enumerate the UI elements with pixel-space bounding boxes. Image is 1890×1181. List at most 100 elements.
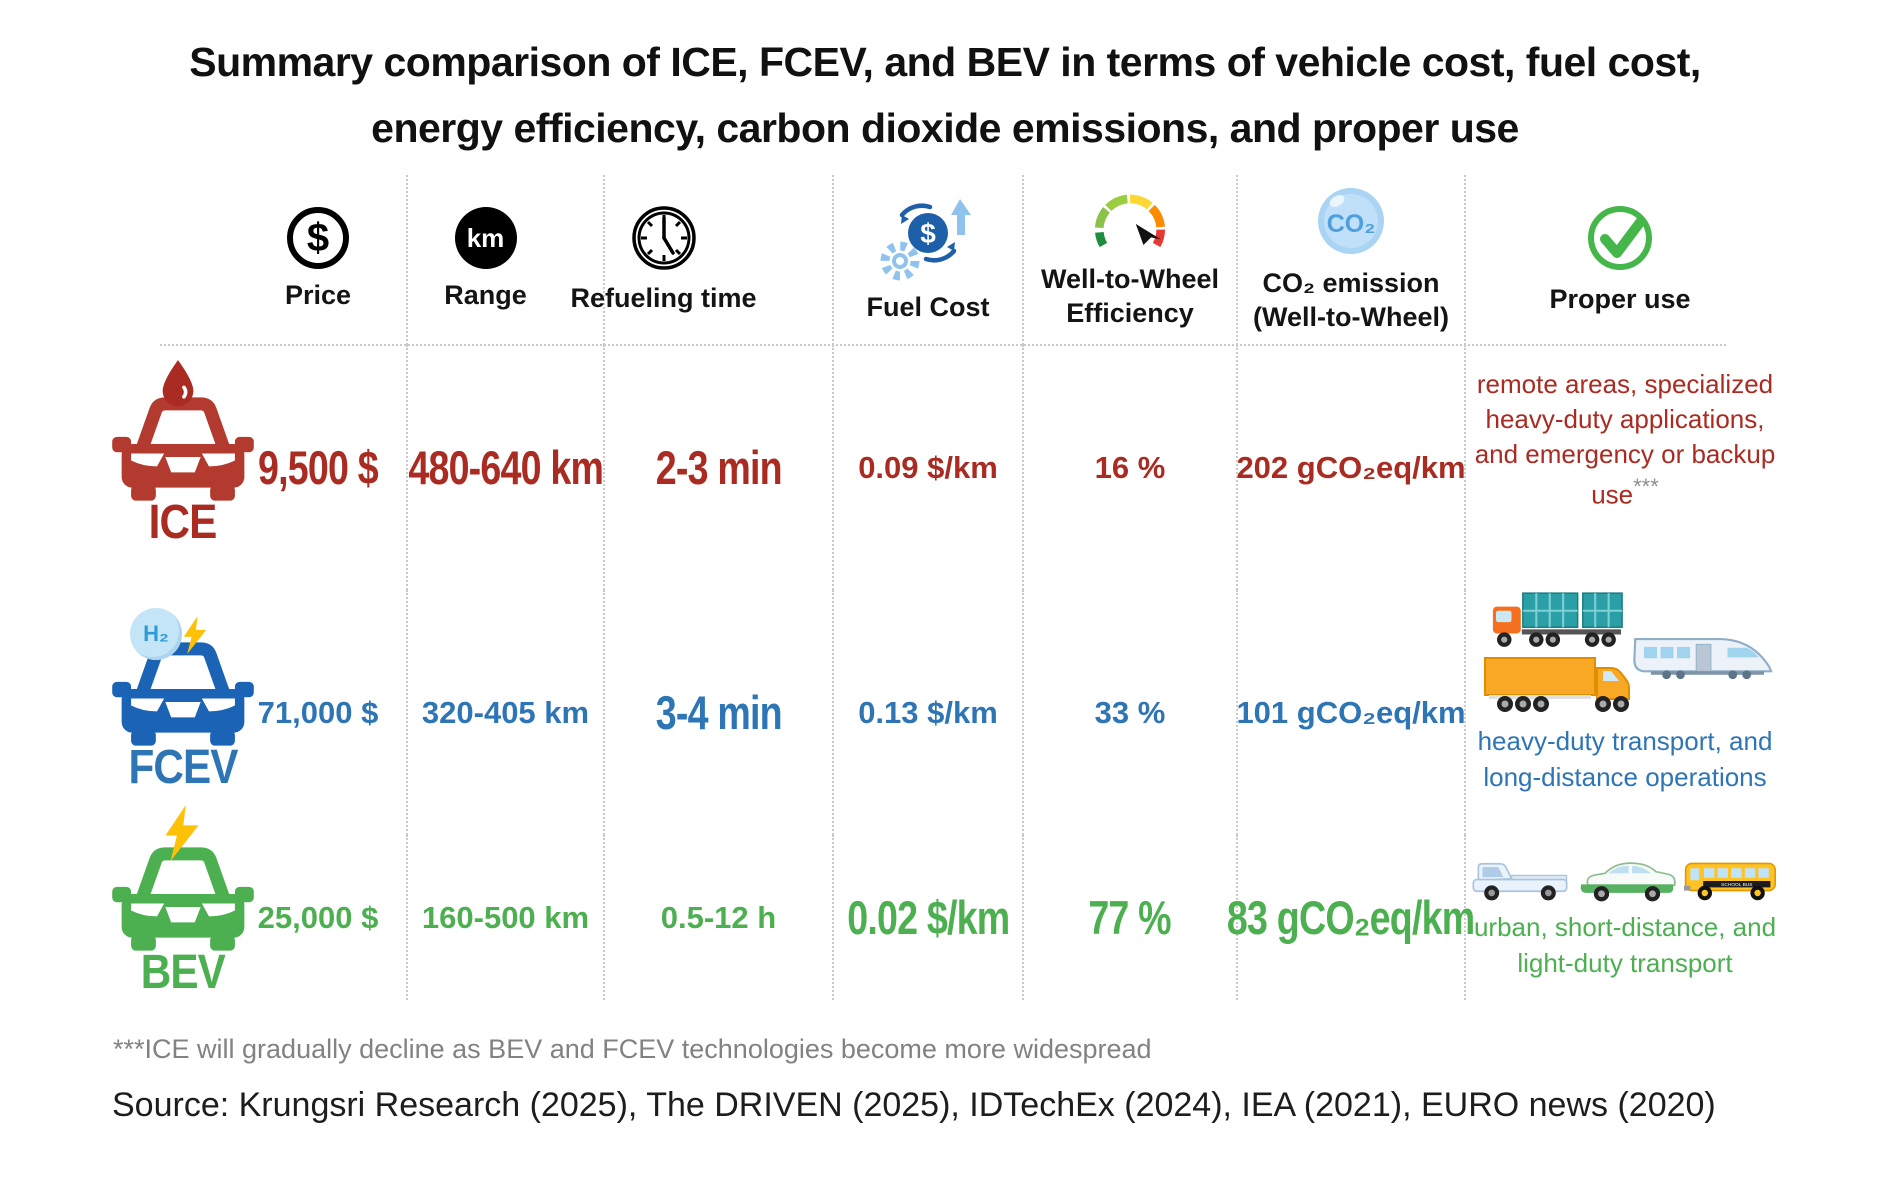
semi-trailer-truck-icon [1484,657,1630,713]
ice-row-vehicle: ICE [0,345,230,590]
bev-label: BEV [140,946,226,999]
bev-fuel-cost: 0.02 $/km [832,835,1022,1000]
comparison-table: $ Price km Range [0,175,1890,1000]
fcev-price: 71,000 $ [230,590,406,835]
bev-range: 160-500 km [406,835,603,1000]
ice-decline-footnote: ***ICE will gradually decline as BEV and… [113,1034,1152,1064]
km-circle-icon: km [454,207,517,270]
efficiency-label-line2: Efficiency [1066,298,1194,328]
fuel-dollar-symbol: $ [920,218,936,249]
proper-use-label: Proper use [1549,284,1691,315]
school-bus-sign-text: SCHOOL BUS [1721,883,1752,889]
column-header-fuel-cost: $ Fuel Cost [832,175,1022,345]
title-line-2: energy efficiency, carbon dioxide emissi… [371,104,1519,151]
ice-fuel-cost: 0.09 $/km [832,345,1022,590]
fcev-co2: 101 gCO₂eq/km [1236,590,1466,835]
bev-co2: 83 gCO₂eq/km [1227,835,1476,1000]
fuel-cost-label: Fuel Cost [866,292,990,323]
fcev-efficiency: 33 % [1022,590,1236,835]
bev-lightning-icon [165,805,199,861]
ice-price: 9,500 $ [230,345,406,590]
source-citation: Source: Krungsri Research (2025), The DR… [112,1086,1716,1124]
bev-co2-value: 83 gCO₂eq/km [1227,891,1475,944]
proper-use-header-inner: Proper use [1549,203,1691,317]
clock-icon [631,206,696,270]
ice-range-value: 480-640 km [408,441,604,494]
bev-row-vehicle: BEV [0,805,230,1000]
ice-efficiency-value: 16 % [1094,449,1166,485]
bev-efficiency: 77 % [1022,835,1236,1000]
gauge-icon [1094,194,1166,248]
fcev-lightning-icon [183,616,207,654]
bev-price: 25,000 $ [230,835,406,1000]
fcev-fuel-cost-value: 0.13 $/km [858,694,998,730]
fcev-co2-value: 101 gCO₂eq/km [1236,694,1466,730]
ice-co2: 202 gCO₂eq/km [1236,345,1466,590]
ice-range: 480-640 km [406,345,604,590]
title-line-1: Summary comparison of ICE, FCEV, and BEV… [189,39,1701,85]
school-bus-icon: SCHOOL BUS [1684,863,1776,901]
ice-co2-value: 202 gCO₂eq/km [1236,449,1466,485]
bev-fuel-cost-value: 0.02 $/km [846,891,1010,944]
co2-bubble-text: CO₂ [1327,210,1376,238]
bev-vehicle-images: SCHOOL BUS [1470,854,1780,904]
page-title: Summary comparison of ICE, FCEV, and BEV… [0,30,1890,161]
fcev-fuel-cost: 0.13 $/km [832,590,1022,835]
ice-proper-use: remote areas, specialized heavy-duty app… [1464,345,1890,590]
hydrogen-bubble-icon: H₂ [130,608,182,660]
dollar-symbol: $ [306,215,330,260]
hatchback-car-icon [1580,862,1676,902]
container-truck-icon [1492,592,1623,648]
fcev-vehicle-images [1472,588,1778,716]
co2-label-line2: (Well-to-Wheel) [1253,302,1449,332]
pickup-truck-icon [1472,863,1568,901]
column-header-proper-use: Proper use [1464,175,1890,345]
bev-price-value: 25,000 $ [257,899,379,935]
co2-label: CO₂ emission (Well-to-Wheel) [1253,267,1449,335]
bev-proper-use: SCHOOL BUS urban, short-distance, and li… [1464,835,1890,1000]
co2-bubble-icon: CO₂ [1318,188,1384,255]
ice-efficiency: 16 % [1022,345,1236,590]
fcev-refueling-value: 3-4 min [655,686,782,739]
fuel-cost-icon: $ [880,199,971,281]
range-label: Range [444,280,527,311]
column-header-range: km Range [406,175,603,345]
co2-label-line1: CO₂ emission [1262,268,1440,299]
ice-label: ICE [149,496,218,549]
ice-price-value: 9,500 $ [258,441,379,494]
fcev-label: FCEV [128,741,238,794]
ice-fuel-cost-value: 0.09 $/km [858,449,998,485]
bev-proper-use-text: urban, short-distance, and light-duty tr… [1473,912,1777,978]
range-header-inner: km Range [444,207,527,313]
fcev-row-vehicle: H₂ FCEV [0,590,230,835]
fcev-range: 320-405 km [406,590,603,835]
bev-efficiency-value: 77 % [1088,891,1172,944]
corner-cell [0,175,230,345]
dollar-circle-icon: $ [287,207,349,270]
oil-drop-icon [162,360,194,407]
ice-refueling: 2-3 min [603,345,832,590]
h2-text: H₂ [143,621,169,646]
fcev-range-value: 320-405 km [421,694,590,730]
ice-refueling-value: 2-3 min [655,441,782,494]
ice-proper-use-text: remote areas, specialized heavy-duty app… [1472,367,1778,513]
refueling-label: Refueling time [570,283,757,314]
header-divider [160,344,1726,346]
column-header-refueling: Refueling time [570,175,832,345]
column-header-price: $ Price [230,175,406,345]
ice-proper-use-body: remote areas, specialized heavy-duty app… [1474,369,1776,510]
fcev-efficiency-value: 33 % [1094,694,1166,730]
bev-range-value: 160-500 km [421,899,590,935]
efficiency-label: Well-to-Wheel Efficiency [1041,263,1219,331]
high-speed-train-icon [1633,638,1773,680]
efficiency-label-line1: Well-to-Wheel [1041,264,1219,295]
fcev-proper-use: heavy-duty transport, and long-distance … [1464,590,1890,835]
bev-refueling: 0.5-12 h [603,835,832,1000]
price-label: Price [284,280,352,311]
fcev-proper-use-text: heavy-duty transport, and long-distance … [1477,726,1773,792]
ice-footnote-marker: *** [1633,474,1659,500]
column-header-co2: CO₂ CO₂ emission (Well-to-Wheel) [1236,175,1464,345]
check-circle-icon [1588,206,1652,271]
fcev-price-value: 71,000 $ [257,694,379,730]
